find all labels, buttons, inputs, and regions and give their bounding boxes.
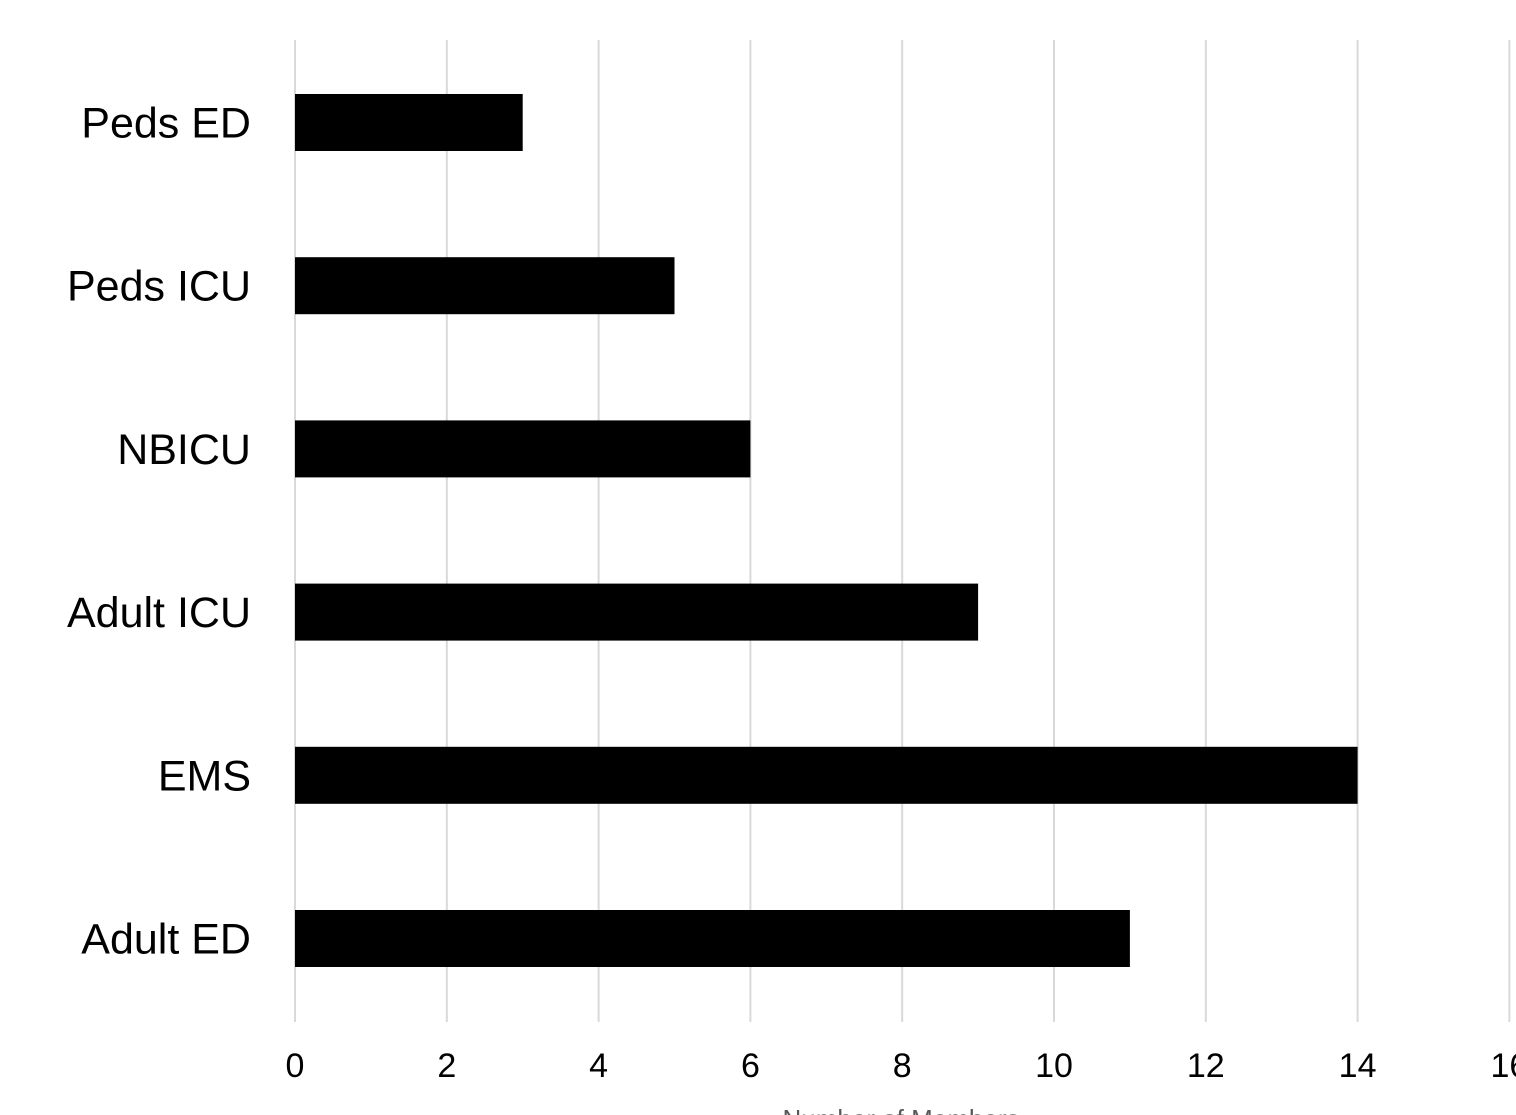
bars: [295, 94, 1358, 967]
x-tick-label: 8: [893, 1047, 912, 1085]
x-tick-labels: 0 2 4 6 8 10 12 14 16: [286, 1047, 1516, 1085]
x-tick-label: 12: [1187, 1047, 1225, 1085]
x-tick-label: 2: [437, 1047, 456, 1085]
x-tick-label: 14: [1339, 1047, 1377, 1085]
bar: [295, 420, 751, 478]
x-axis-title: Number of Members: [783, 1104, 1020, 1115]
bar: [295, 583, 979, 641]
bar: [295, 94, 523, 151]
category-label: Adult ICU: [67, 589, 251, 637]
category-labels: Peds ED Peds ICU NBICU Adult ICU EMS Adult ED: [67, 100, 251, 964]
category-label: EMS: [158, 752, 251, 800]
x-tick-label: 4: [589, 1047, 608, 1085]
x-tick-label: 6: [741, 1047, 760, 1085]
bar: [295, 257, 675, 315]
category-label: Adult ED: [81, 916, 251, 964]
x-tick-label: 16: [1490, 1047, 1516, 1085]
bar: [295, 910, 1130, 967]
x-tick-label: 10: [1035, 1047, 1073, 1085]
category-label: Peds ICU: [67, 263, 251, 311]
category-label: NBICU: [117, 426, 251, 474]
bar: [295, 746, 1358, 804]
category-label: Peds ED: [81, 100, 251, 148]
gridlines: [294, 40, 1511, 1022]
x-tick-label: 0: [286, 1047, 305, 1085]
